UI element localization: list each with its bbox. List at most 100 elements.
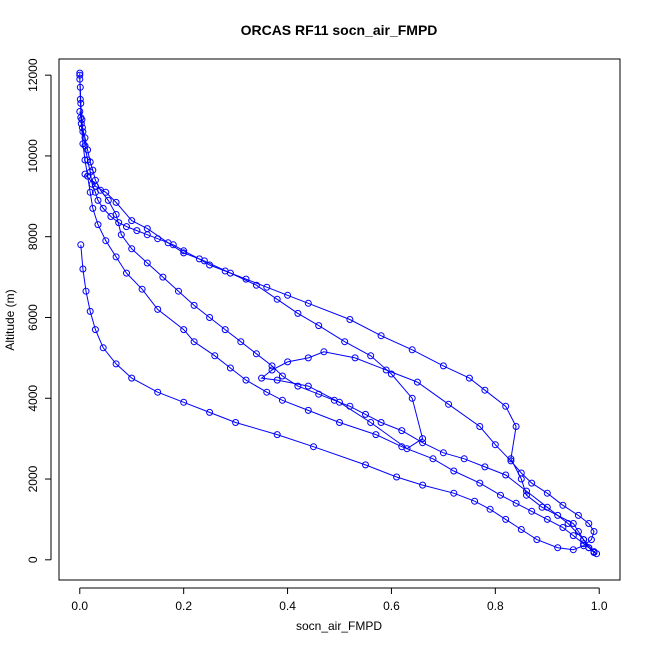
data-point [419,435,427,443]
data-point [491,441,499,449]
series-line [79,73,597,555]
data-point [273,376,281,384]
data-point [476,423,484,430]
data-point [429,455,437,463]
data-point [128,217,136,225]
chart-title: ORCAS RF11 socn_air_FMPD [241,22,438,38]
data-point [372,431,380,439]
data-point [564,520,572,527]
data-point [94,221,102,229]
data-point [304,382,312,390]
data-point [294,382,302,390]
x-tick-label: 0.8 [487,599,504,613]
data-point [278,372,286,380]
data-point [587,536,595,544]
data-point [523,491,530,499]
data-point [517,469,525,477]
y-tick-label: 2000 [26,465,40,492]
data-point [76,71,84,79]
data-point [569,532,577,540]
data-point [512,423,520,430]
data-point [403,445,411,453]
data-point [76,95,84,103]
data-series [77,170,598,554]
data-point [84,146,92,154]
series-line [80,173,595,551]
data-point [91,326,99,334]
data-point [419,439,427,447]
data-point [86,307,94,315]
data-point [574,511,582,519]
data-point [569,546,577,554]
data-point [138,285,146,293]
data-point [377,419,385,426]
data-point [502,402,510,410]
data-point [450,467,458,475]
data-point [497,491,504,499]
data-point [445,400,453,408]
data-point [117,231,125,239]
data-point [81,170,89,178]
data-series [76,69,601,558]
data-point [154,388,162,396]
data-point [419,481,427,489]
data-point [143,225,151,233]
data-point [315,390,323,398]
data-point [268,362,276,370]
data-point [559,501,567,509]
data-point [263,388,271,396]
data-point [346,316,354,323]
data-point [465,374,473,382]
data-point [502,471,510,479]
data-point [211,352,219,360]
data-point [237,338,245,346]
data-point [543,515,551,523]
data-point [112,360,120,368]
data-point [580,536,588,544]
x-axis: 0.0 0.2 0.4 0.6 0.8 1.0 [71,587,608,613]
data-point [97,186,105,194]
data-point [559,524,567,531]
data-point [77,114,85,122]
y-tick-label: 12000 [26,58,40,92]
data-point [486,505,494,513]
data-series [76,108,598,556]
data-point [128,374,136,382]
y-axis: 0 2000 4000 6000 8000 10000 12000 [26,58,52,563]
data-point [554,544,562,552]
data-point [102,237,110,245]
data-point [523,487,530,495]
data-point [585,520,593,527]
data-point [538,503,546,511]
data-point [346,402,354,410]
data-point [294,309,302,317]
data-point [351,354,359,362]
y-tick-label: 6000 [26,304,40,331]
data-point [554,511,562,519]
data-point [112,253,120,261]
data-point [206,408,214,416]
data-point [81,134,89,142]
data-point [99,344,107,352]
data-point [79,265,87,273]
y-tick-label: 4000 [26,385,40,412]
plot-frame [58,58,621,581]
data-point [268,366,276,374]
data-point [387,370,395,378]
data-point [528,507,536,515]
data-point [507,457,515,465]
data-point [252,281,260,289]
data-point [528,479,536,487]
data-point [226,269,234,277]
data-point [159,273,167,281]
data-point [517,526,525,533]
data-point [226,364,234,372]
data-point [123,269,130,277]
data-point [89,204,97,212]
data-point [86,158,94,166]
data-point [304,354,312,362]
data-point [123,223,130,231]
data-point [284,291,292,299]
data-point [471,497,479,505]
